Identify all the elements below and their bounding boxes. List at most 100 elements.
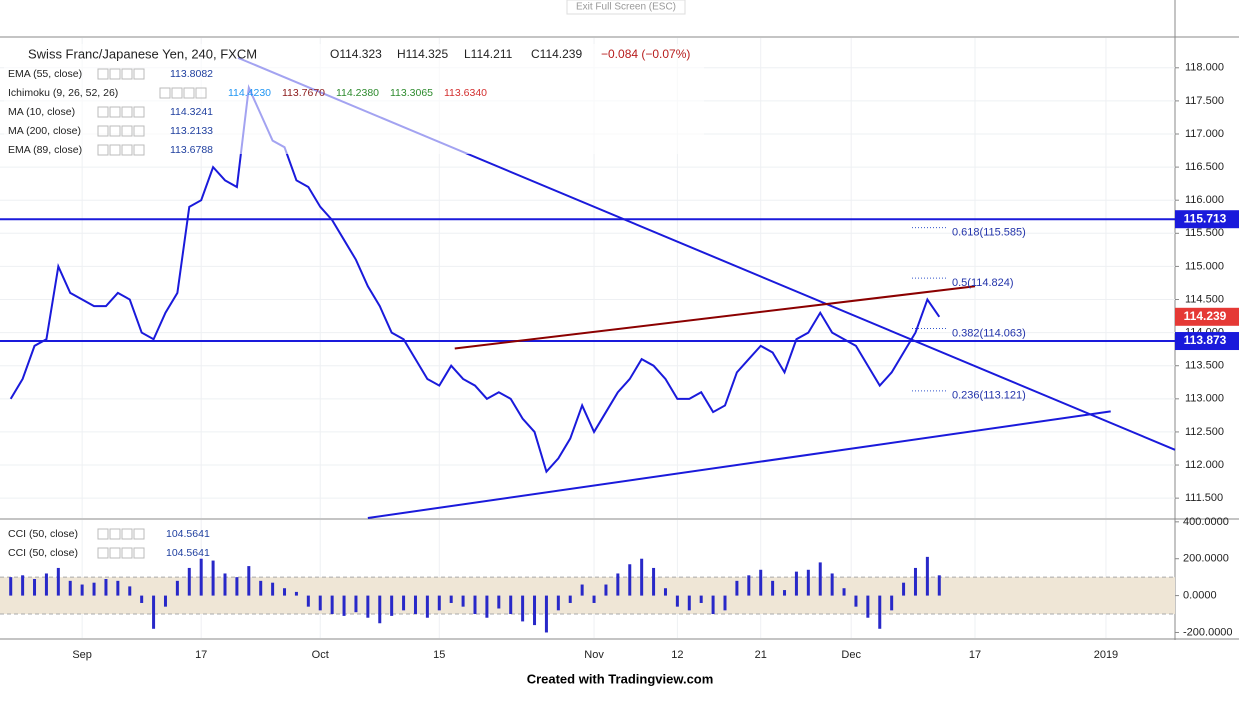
cci-bar (437, 595, 441, 611)
indicator-button[interactable] (133, 125, 145, 137)
indicator-value: 114.4230 (228, 87, 271, 99)
cci-bar (652, 567, 656, 596)
cci-bar (56, 567, 60, 596)
cci-bar (902, 582, 906, 596)
indicator-name: MA (10, close) (8, 106, 75, 118)
trend-line (367, 410, 1111, 519)
cci-bar (771, 580, 775, 596)
indicator-button[interactable] (121, 528, 133, 540)
y-tick-label: 115.000 (1185, 260, 1224, 272)
cci-bar (318, 595, 322, 611)
x-tick-label: 2019 (1094, 649, 1118, 661)
indicator-button[interactable] (109, 125, 121, 137)
cci-bar (473, 595, 477, 615)
indicator-button[interactable] (195, 87, 207, 99)
indicator-button[interactable] (133, 547, 145, 559)
fib-label: 0.382(114.063) (952, 327, 1026, 339)
y-tick-label: 115.500 (1185, 227, 1224, 239)
indicator-button[interactable] (133, 144, 145, 156)
cci-bar (247, 566, 251, 596)
y-tick-label: 112.000 (1185, 459, 1224, 471)
cci-bar (68, 580, 72, 596)
footer: Created with Tradingview.com (527, 671, 714, 686)
cci-bar (640, 558, 644, 596)
cci-bar (794, 571, 798, 596)
cci-bar (580, 584, 584, 596)
indicator-button[interactable] (97, 144, 109, 156)
x-tick-label: Nov (584, 649, 604, 661)
indicator-button[interactable] (121, 144, 133, 156)
indicator-button[interactable] (121, 125, 133, 137)
cci-name: CCI (50, close) (8, 547, 78, 559)
cci-bar (556, 595, 560, 611)
cci-bar (152, 595, 156, 629)
indicator-name: EMA (89, close) (8, 144, 82, 156)
indicator-button[interactable] (133, 106, 145, 118)
cci-bar (723, 595, 727, 611)
cci-bar (485, 595, 489, 618)
cci-bar (294, 591, 298, 596)
cci-bar (306, 595, 310, 607)
fib-label: 0.618(115.585) (952, 227, 1026, 239)
indicator-button[interactable] (159, 87, 171, 99)
indicator-button[interactable] (109, 547, 121, 559)
ohlc-value: H114.325 (397, 47, 448, 61)
indicator-button[interactable] (97, 68, 109, 80)
indicator-button[interactable] (97, 547, 109, 559)
exit-button[interactable] (566, 0, 686, 15)
indicator-button[interactable] (109, 68, 121, 80)
price-label: 113.873 (1184, 333, 1227, 347)
y-tick-label: 116.000 (1185, 194, 1224, 206)
indicator-button[interactable] (109, 106, 121, 118)
cci-value: 104.5641 (166, 547, 210, 559)
indicator-button[interactable] (183, 87, 195, 99)
cci-name: CCI (50, close) (8, 528, 78, 540)
last-price-label: 114.239 (1184, 309, 1227, 323)
indicator-button[interactable] (133, 68, 145, 80)
x-tick-label: 21 (755, 649, 767, 661)
cci-bar (913, 567, 917, 596)
indicator-button[interactable] (121, 68, 133, 80)
price-line (9, 83, 941, 474)
y-tick-label: 116.500 (1185, 161, 1224, 173)
cci-bar (878, 595, 882, 629)
exit-text[interactable]: Exit Full Screen (ESC) (576, 2, 676, 13)
indicator-button[interactable] (109, 528, 121, 540)
cci-bar (390, 595, 394, 616)
cci-bar (592, 595, 596, 603)
cci-bar (783, 590, 787, 596)
cci-bar (211, 560, 215, 596)
cci-bar (33, 579, 37, 596)
indicator-button[interactable] (121, 547, 133, 559)
y-tick-label: 117.500 (1185, 95, 1224, 107)
fib-label: 0.5(114.824) (952, 277, 1014, 289)
ohlc-value: C114.239 (531, 47, 582, 61)
y-tick-label: -200.0000 (1183, 626, 1233, 638)
cci-bar (366, 595, 370, 618)
indicator-button[interactable] (97, 125, 109, 137)
y-tick-label: 0.0000 (1183, 590, 1217, 602)
indicator-name: Ichimoku (9, 26, 52, 26) (8, 87, 118, 99)
cci-bar (830, 573, 834, 596)
cci-bar (533, 595, 537, 626)
indicator-button[interactable] (121, 106, 133, 118)
cci-bar (92, 582, 96, 596)
indicator-button[interactable] (171, 87, 183, 99)
cci-bar (449, 595, 453, 603)
indicator-button[interactable] (97, 528, 109, 540)
cci-bar (509, 595, 513, 615)
ohlc-value: L114.211 (464, 47, 513, 61)
cci-bar (44, 573, 48, 596)
x-tick-label: 17 (969, 649, 981, 661)
cci-bar (854, 595, 858, 607)
indicator-button[interactable] (97, 106, 109, 118)
indicator-name: EMA (55, close) (8, 68, 82, 80)
cci-bar (259, 580, 263, 596)
cci-bar (461, 595, 465, 607)
price-label-box (1175, 210, 1239, 229)
x-tick-label: Sep (72, 649, 92, 661)
indicator-button[interactable] (109, 144, 121, 156)
cci-bar (497, 595, 501, 609)
indicator-button[interactable] (133, 528, 145, 540)
